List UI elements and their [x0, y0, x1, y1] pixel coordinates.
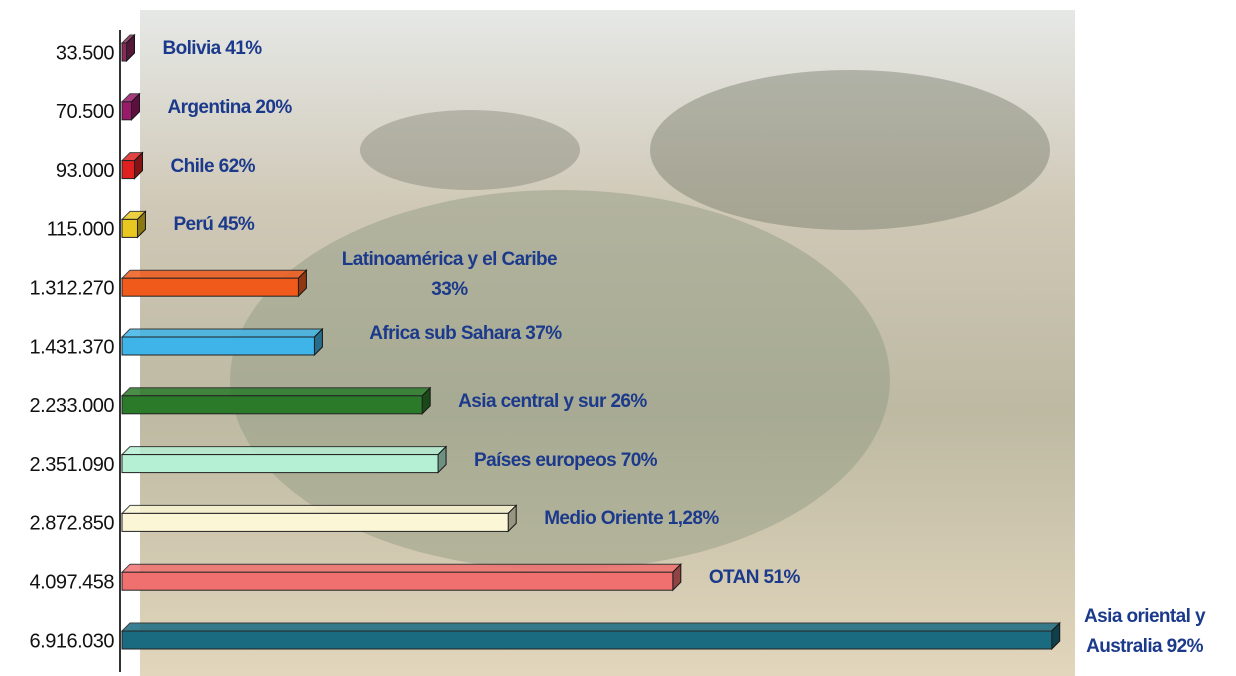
- bar-top: [120, 622, 1061, 632]
- category-label: Bolivia 41%: [162, 38, 263, 59]
- bar-top: [120, 269, 308, 279]
- value-label: 1.312.270: [30, 277, 115, 299]
- value-label: 2.351.090: [30, 454, 115, 476]
- value-label: 1.431.370: [30, 336, 115, 358]
- value-label: 4.097.458: [30, 571, 115, 593]
- photo-helicopter: [360, 110, 580, 190]
- category-label: Africa sub Sahara 37%: [369, 323, 562, 344]
- bar: [121, 512, 509, 532]
- value-label: 70.500: [56, 101, 115, 123]
- bar-top: [120, 387, 432, 397]
- value-label: 93.000: [56, 160, 115, 182]
- value-label: 6.916.030: [30, 630, 115, 652]
- photo-helicopter: [650, 70, 1050, 230]
- bar-top: [120, 504, 518, 514]
- bar: [121, 160, 136, 180]
- bar: [121, 454, 439, 474]
- bar: [121, 218, 138, 238]
- category-label: Argentina 20%: [167, 96, 292, 118]
- category-label: Asia oriental y Australia 92%: [1084, 606, 1205, 657]
- category-label: Países europeos 70%: [474, 449, 658, 471]
- bar-top: [120, 328, 324, 338]
- category-label: OTAN 51%: [708, 567, 801, 589]
- category-label: Asia central y sur 26%: [458, 390, 647, 412]
- bar: [121, 277, 299, 297]
- bar: [121, 336, 315, 356]
- value-label: 115.000: [47, 219, 115, 241]
- bar: [121, 571, 674, 591]
- bar: [121, 101, 132, 121]
- value-label: 2.872.850: [30, 513, 115, 535]
- bar: [121, 395, 423, 415]
- value-label: 2.233.000: [30, 395, 115, 417]
- bar: [121, 630, 1053, 650]
- value-label: 33.500: [56, 42, 115, 64]
- category-label: Perú 45%: [173, 214, 255, 236]
- category-label: Chile 62%: [170, 155, 256, 177]
- category-label: Medio Oriente 1,28%: [544, 508, 719, 530]
- bar: [121, 42, 128, 62]
- bar-top: [120, 563, 683, 573]
- photo-soldiers: [230, 190, 890, 570]
- bar-top: [120, 446, 448, 456]
- category-label: Latinoamérica y el Caribe 33%: [341, 249, 558, 301]
